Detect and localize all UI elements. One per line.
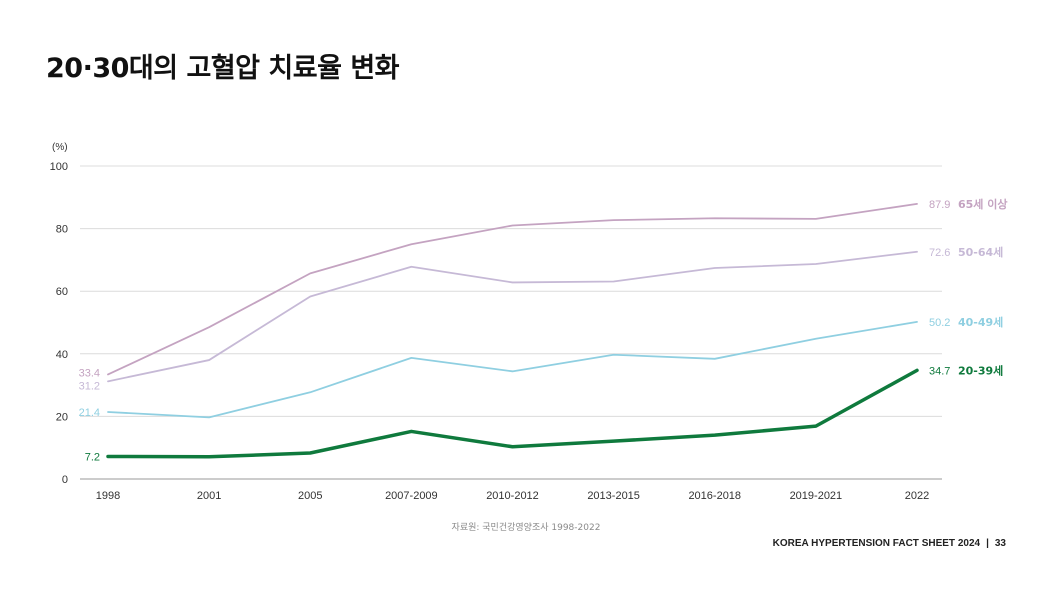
series-name-label: 40-49세 bbox=[958, 315, 1003, 329]
gridlines bbox=[80, 165, 942, 480]
source-note: 자료원: 국민건강영양조사 1998-2022 bbox=[451, 523, 601, 533]
x-tick-label: 2019-2021 bbox=[790, 490, 843, 502]
x-tick-label: 2005 bbox=[298, 490, 322, 502]
series-line bbox=[106, 368, 919, 459]
series-name-label: 65세 이상 bbox=[958, 197, 1008, 211]
start-value-label: 33.4 bbox=[79, 367, 100, 379]
start-value-label: 21.4 bbox=[79, 407, 100, 419]
y-axis-label: (%) bbox=[52, 142, 68, 153]
x-tick-label: 2013-2015 bbox=[587, 490, 640, 502]
end-value-label: 87.9 bbox=[929, 199, 950, 211]
start-value-label: 31.2 bbox=[79, 380, 100, 392]
x-tick-label: 2022 bbox=[905, 490, 929, 502]
y-tick-label: 80 bbox=[56, 224, 68, 236]
y-tick-label: 0 bbox=[62, 474, 68, 486]
end-value-label: 50.2 bbox=[929, 317, 950, 329]
footer-separator: | bbox=[986, 538, 989, 549]
y-tick-label: 60 bbox=[56, 286, 68, 298]
x-tick-label: 2007-2009 bbox=[385, 490, 438, 502]
series-line bbox=[107, 320, 918, 419]
x-tick-label: 2001 bbox=[197, 490, 221, 502]
y-tick-label: 20 bbox=[56, 411, 68, 423]
end-value-label: 34.7 bbox=[929, 365, 950, 377]
x-tick-label: 1998 bbox=[96, 490, 120, 502]
page-title: 20·30대의 고혈압 치료율 변화 bbox=[46, 53, 400, 84]
end-value-label: 72.6 bbox=[929, 247, 950, 259]
y-tick-label: 40 bbox=[56, 349, 68, 361]
footer-publication: KOREA HYPERTENSION FACT SHEET 2024 bbox=[772, 538, 981, 549]
y-tick-label: 100 bbox=[50, 161, 68, 173]
data-labels: 33.4 87.9 65세 이상 31.2 72.6 50-64세 21.4 50.2 40-4… bbox=[79, 197, 1008, 464]
series-line bbox=[107, 250, 918, 383]
x-tick-labels: 1998 2001 2005 2007-2009 2010-2012 2013-2015 2… bbox=[96, 490, 929, 502]
series-name-label: 20-39세 bbox=[958, 363, 1003, 377]
y-tick-labels: 0 20 40 60 80 100 bbox=[50, 161, 68, 486]
start-value-label: 7.2 bbox=[85, 451, 100, 463]
page-number: 33 bbox=[994, 538, 1006, 549]
series-lines bbox=[106, 202, 919, 459]
series-name-label: 50-64세 bbox=[958, 245, 1003, 259]
x-tick-label: 2010-2012 bbox=[486, 490, 539, 502]
series-line bbox=[107, 202, 918, 376]
footer: KOREA HYPERTENSION FACT SHEET 2024 | 33 bbox=[773, 538, 1006, 549]
x-tick-label: 2016-2018 bbox=[688, 490, 741, 502]
